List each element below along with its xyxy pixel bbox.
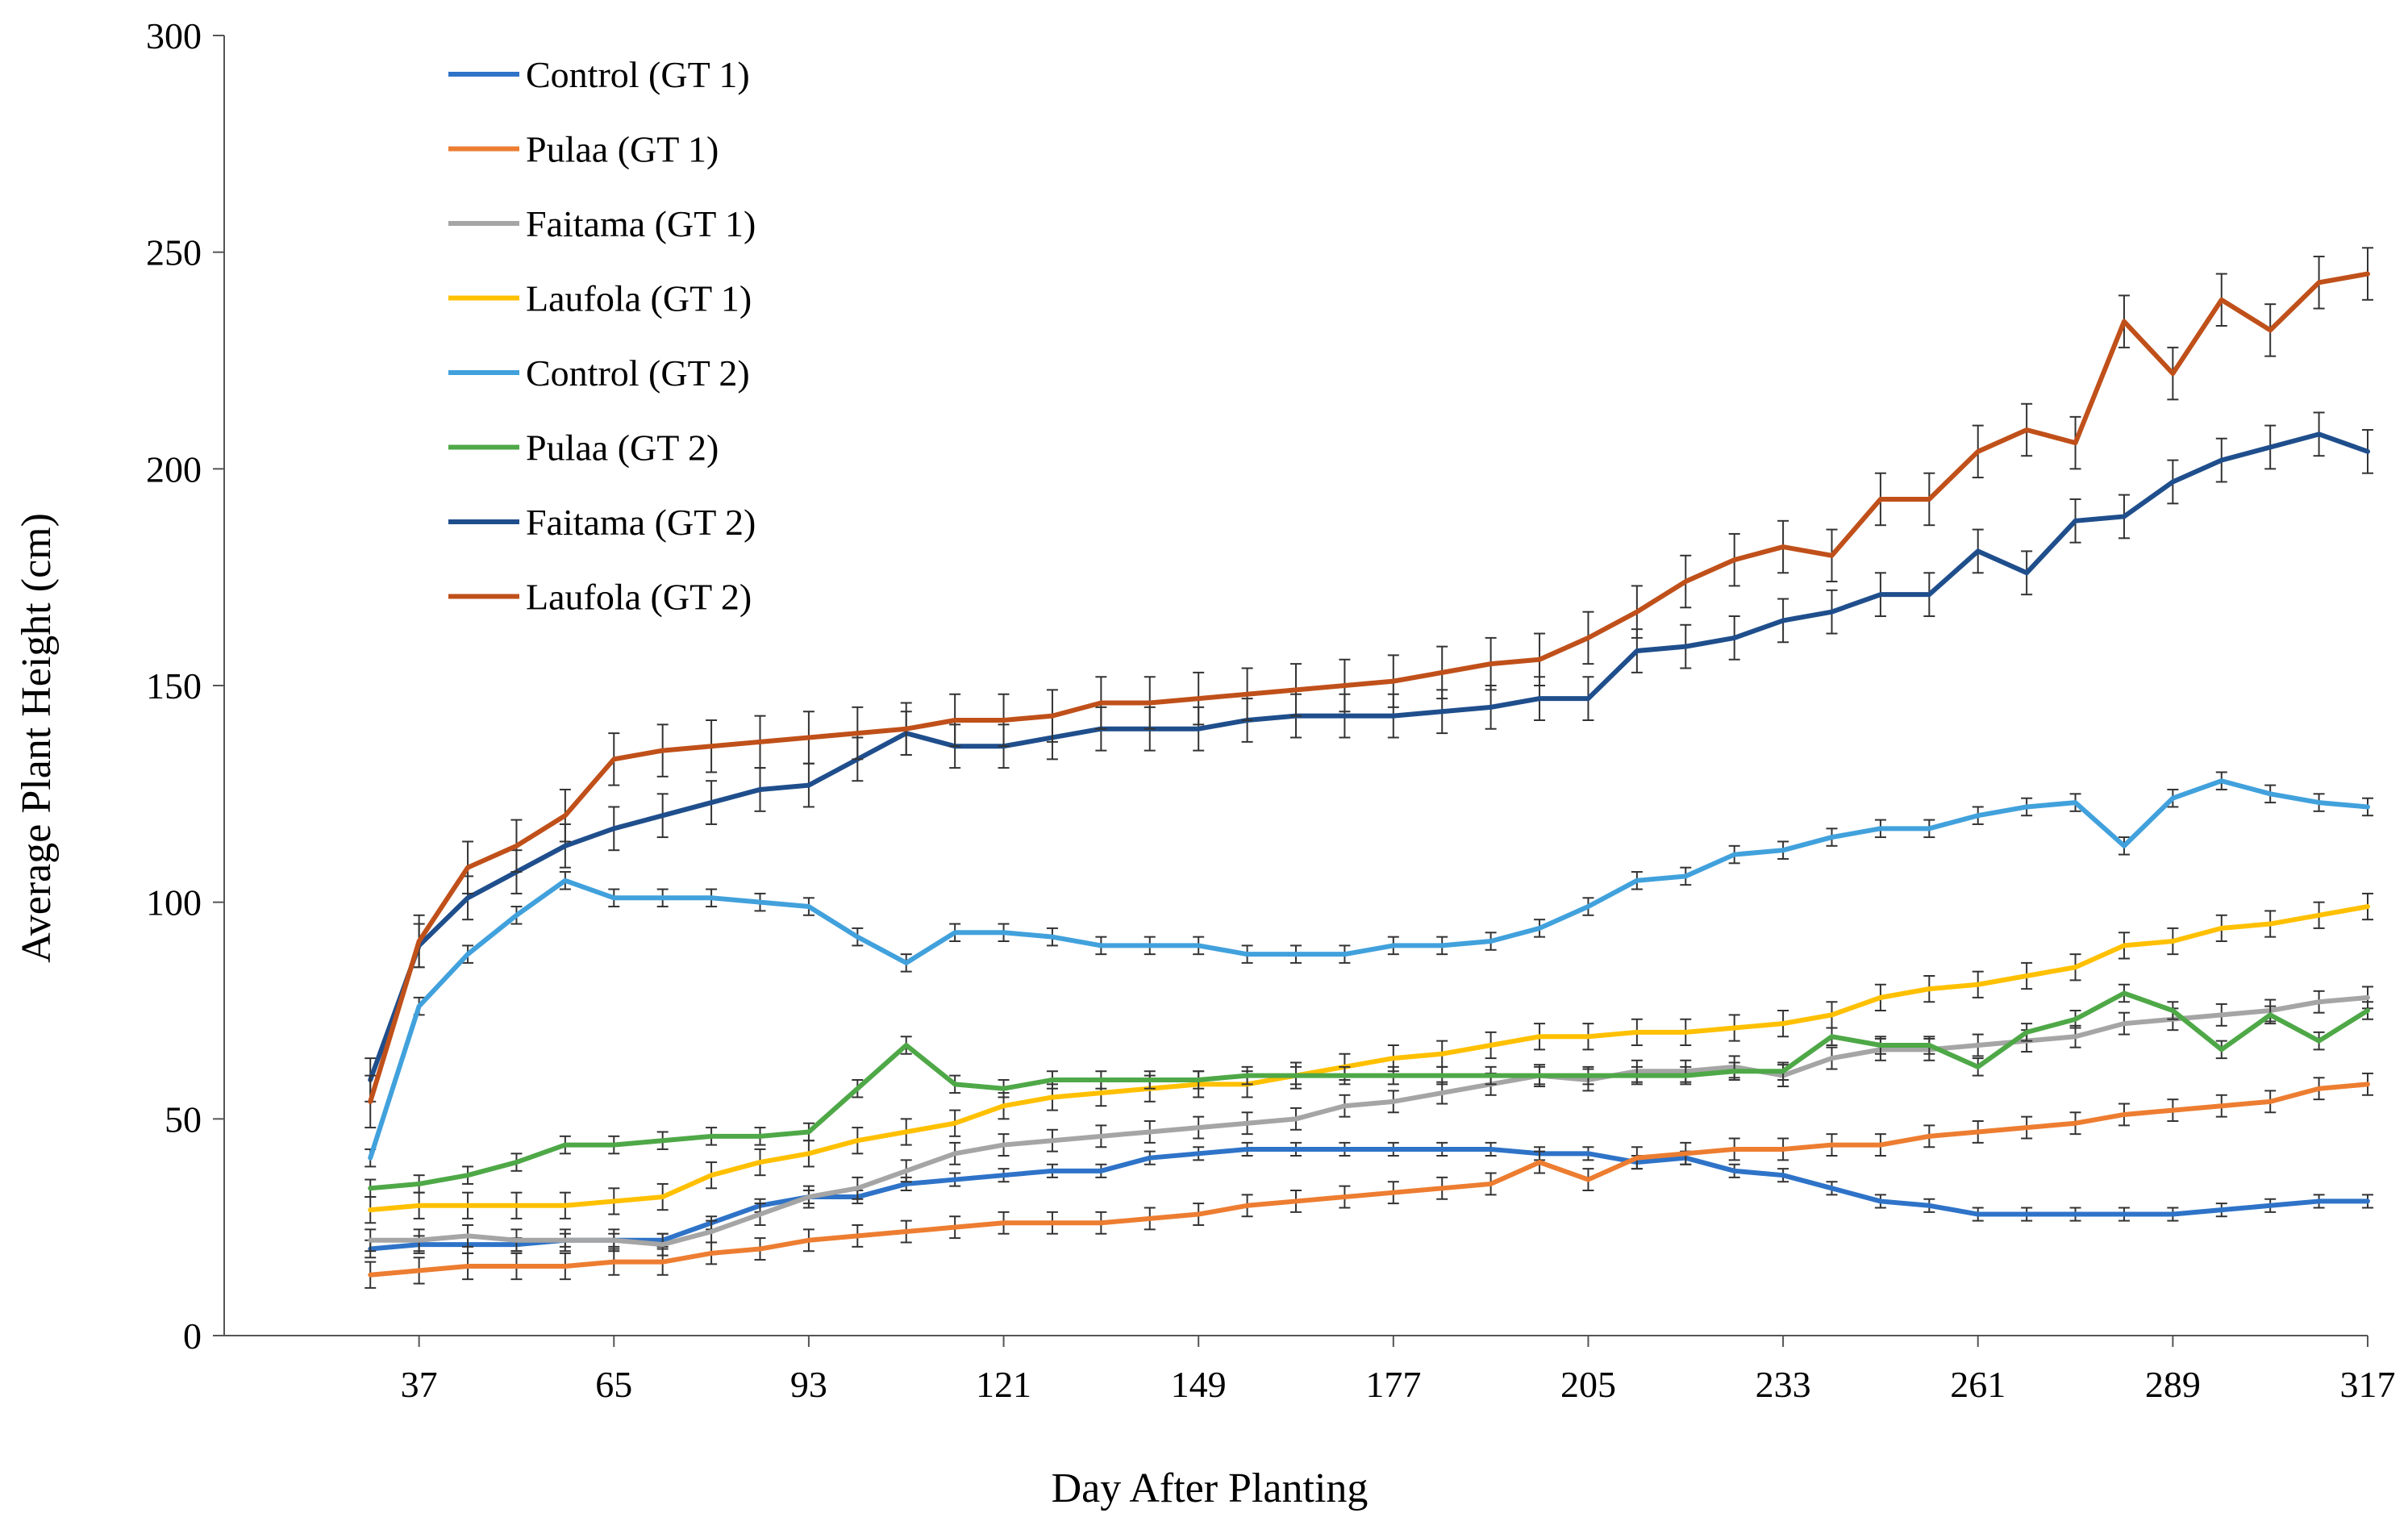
legend-item: Control (GT 1) <box>448 54 750 95</box>
series-line <box>368 1146 2370 1252</box>
series-layer <box>365 247 2373 1289</box>
legend-label: Control (GT 1) <box>526 54 750 95</box>
legend-label: Faitama (GT 2) <box>526 502 756 543</box>
y-tick-label: 300 <box>146 15 202 56</box>
y-tick-label: 0 <box>183 1315 202 1357</box>
x-tick-label: 317 <box>2340 1364 2396 1405</box>
x-tick-label: 65 <box>595 1364 632 1405</box>
legend-item: Laufola (GT 1) <box>448 278 752 319</box>
legend-item: Pulaa (GT 1) <box>448 129 719 170</box>
series-4 <box>365 771 2373 1168</box>
x-tick-label: 177 <box>1365 1364 1421 1405</box>
x-axis: 37 65 93 121 149 177 205 233 261 289 317 <box>224 1335 2396 1405</box>
series-line <box>368 990 2370 1191</box>
y-tick-label: 50 <box>165 1098 202 1140</box>
y-ticks: 0 50 100 150 200 250 300 <box>146 15 224 1357</box>
y-tick-label: 100 <box>146 882 202 923</box>
legend-item: Pulaa (GT 2) <box>448 427 719 469</box>
legend-label: Pulaa (GT 2) <box>526 427 719 469</box>
legend: Control (GT 1) Pulaa (GT 1) Faitama (GT 1)… <box>448 54 756 618</box>
x-tick-label: 233 <box>1756 1364 1811 1405</box>
y-tick-label: 150 <box>146 665 202 707</box>
y-tick-label: 200 <box>146 448 202 490</box>
series-line <box>368 431 2370 1082</box>
series-line <box>368 1082 2370 1278</box>
x-tick-label: 121 <box>976 1364 1031 1405</box>
x-ticks: 37 65 93 121 149 177 205 233 261 289 317 <box>401 1336 2396 1405</box>
legend-label: Pulaa (GT 1) <box>526 129 719 170</box>
legend-item: Control (GT 2) <box>448 352 750 394</box>
y-axis-title: Average Plant Height (cm) <box>14 513 60 963</box>
series-line <box>368 271 2370 1104</box>
legend-item: Laufola (GT 2) <box>448 577 752 618</box>
x-tick-label: 289 <box>2145 1364 2201 1405</box>
series-3 <box>365 892 2373 1224</box>
legend-label: Control (GT 2) <box>526 352 750 394</box>
series-line <box>368 994 2370 1248</box>
series-2 <box>365 986 2373 1257</box>
legend-label: Laufola (GT 1) <box>526 278 752 319</box>
x-tick-label: 93 <box>790 1364 827 1405</box>
x-axis-title: Day After Planting <box>1052 1465 1369 1511</box>
y-tick-label: 250 <box>146 232 202 273</box>
legend-label: Laufola (GT 2) <box>526 577 752 618</box>
series-1 <box>365 1072 2373 1289</box>
series-0 <box>365 1141 2373 1259</box>
legend-item: Faitama (GT 1) <box>448 203 756 244</box>
x-tick-label: 149 <box>1171 1364 1227 1405</box>
series-7 <box>365 247 2373 1129</box>
x-tick-label: 37 <box>401 1364 438 1405</box>
series-line <box>368 904 2370 1213</box>
legend-item: Faitama (GT 2) <box>448 502 756 543</box>
series-line <box>368 778 2370 1161</box>
x-tick-label: 205 <box>1560 1364 1616 1405</box>
y-axis: 0 50 100 150 200 250 300 <box>146 15 225 1357</box>
x-tick-label: 261 <box>1950 1364 2006 1405</box>
legend-label: Faitama (GT 1) <box>526 203 756 244</box>
series-5 <box>365 983 2373 1198</box>
